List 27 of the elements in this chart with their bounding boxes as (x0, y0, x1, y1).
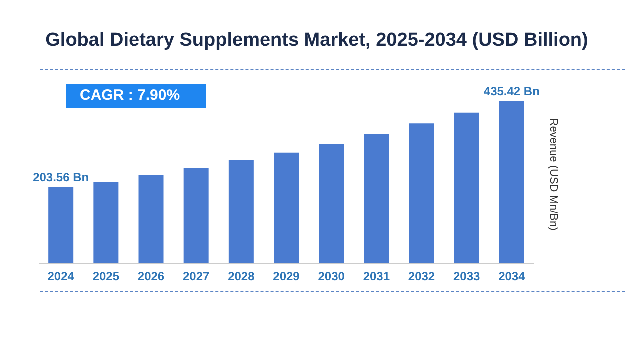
bar (454, 112, 480, 263)
bar (228, 160, 254, 263)
chart-title: Global Dietary Supplements Market, 2025-2034 (USD Billion) (44, 30, 590, 52)
bar (319, 144, 344, 263)
data-label: 203.56 Bn (33, 170, 90, 185)
annotation: CAGR : 7.90% (66, 84, 206, 108)
bar (48, 188, 74, 263)
bar (94, 182, 119, 263)
x-tick-label: 2028 (228, 270, 256, 284)
y-axis-title: Revenue (USD Mn/Bn) (548, 118, 560, 231)
bar (499, 102, 524, 263)
x-tick-label: 2027 (182, 270, 210, 284)
data-label: 435.42 Bn (484, 84, 540, 99)
x-tick-label: 2030 (318, 270, 346, 284)
x-tick-label: 2024 (48, 270, 75, 284)
x-tick-label: 2025 (92, 270, 120, 284)
bar (274, 152, 299, 263)
x-tick-label: 2032 (408, 270, 436, 284)
x-tick-label: 2029 (273, 270, 300, 284)
bar (138, 175, 164, 263)
x-tick-label: 2034 (498, 270, 526, 284)
x-tick-label: 2033 (453, 270, 480, 284)
x-tick-label: 2031 (363, 270, 390, 284)
bar (409, 124, 434, 263)
x-tick-label: 2026 (138, 270, 165, 284)
bar (184, 168, 209, 263)
bar (364, 134, 390, 263)
